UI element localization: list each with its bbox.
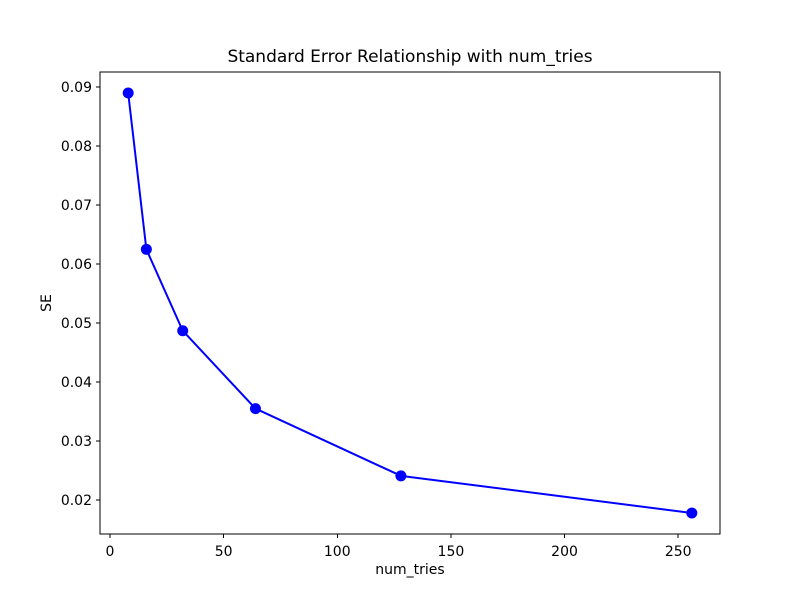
x-tick-label: 100 (324, 544, 351, 560)
data-point (686, 507, 698, 519)
plot-frame (99, 71, 721, 535)
y-tick-label: 0.08 (61, 139, 92, 155)
x-tick-label: 50 (215, 544, 233, 560)
x-tick-label: 250 (665, 544, 692, 560)
chart-title: Standard Error Relationship with num_tri… (227, 47, 593, 67)
data-point (122, 87, 134, 99)
y-tick-label: 0.05 (61, 316, 92, 332)
x-tick-label: 150 (438, 544, 465, 560)
data-point (177, 325, 189, 337)
y-tick-label: 0.02 (61, 493, 92, 509)
x-tick-label: 0 (106, 544, 115, 560)
y-tick-label: 0.06 (61, 257, 92, 273)
y-tick-label: 0.04 (61, 375, 92, 391)
x-tick-label: 200 (551, 544, 578, 560)
x-axis-label: num_tries (375, 562, 445, 578)
se-line (127, 92, 693, 514)
y-tick-label: 0.07 (61, 198, 92, 214)
y-axis-label: SE (39, 294, 55, 312)
data-point (249, 403, 261, 415)
y-tick-label: 0.09 (61, 80, 92, 96)
data-point (395, 470, 407, 482)
data-point (140, 243, 152, 255)
y-tick-label: 0.03 (61, 434, 92, 450)
